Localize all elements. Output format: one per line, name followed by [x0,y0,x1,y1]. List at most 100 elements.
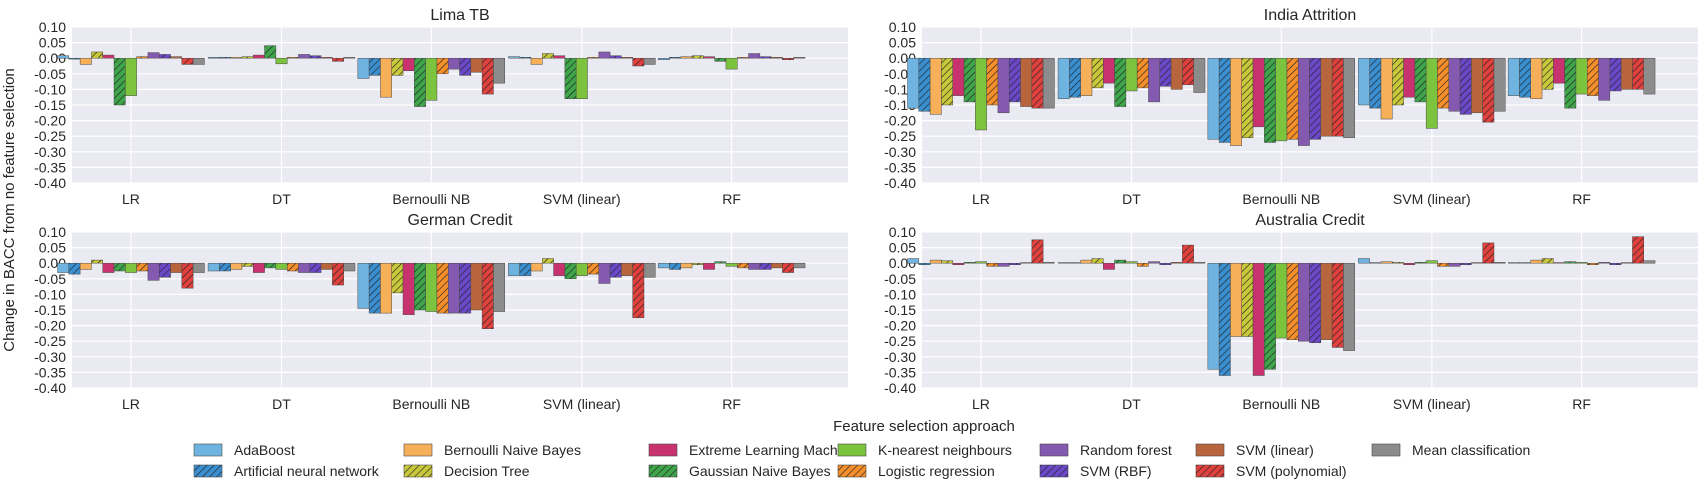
x-tick-label: SVM (linear) [543,396,621,412]
bar-bernoulli-nb-artificial-neural-network-hatch [369,263,381,314]
bar-svm-linear-k-nearest-neighbours [1425,57,1438,129]
legend-item-k-nearest-neighbours: K-nearest neighbours [837,442,1012,458]
bar-rf-adaboost [1507,262,1520,264]
bar-rf-svm-polynomial-hatch [1632,58,1644,90]
legend-swatch [1371,443,1401,457]
bar-bernoulli-nb-svm-rbf-hatch [1309,263,1321,343]
legend-item-svm-polynomial: SVM (polynomial) [1195,463,1346,479]
bar-rf-svm-rbf-hatch [1609,263,1622,265]
legend-item-svm-rbf: SVM (RBF) [1039,463,1152,479]
bar-svm-linear-random-forest [1448,262,1461,267]
bar-dt-svm-linear [1170,262,1183,264]
y-tick-label: -0.35 [884,159,916,175]
bar-bernoulli-nb-svm-polynomial-hatch [482,58,494,95]
bar-rf-svm-rbf-hatch [1609,58,1622,91]
y-tick-label: -0.05 [34,271,66,287]
bar-lr-artificial-neural-network-hatch [918,263,931,265]
bar-bernoulli-nb-svm-polynomial-hatch [482,263,494,329]
panel-title: Australia Credit [1255,212,1365,229]
bar-svm-linear-artificial-neural-network-hatch [1369,58,1381,109]
legend-label: Decision Tree [444,463,530,479]
bar-svm-linear-svm-polynomial-hatch [1482,58,1494,123]
bar-bernoulli-nb-decision-tree-hatch [1241,58,1254,138]
bar-rf-random-forest [748,262,761,270]
bar-bernoulli-nb-gaussian-naive-bayes-hatch [414,58,426,107]
y-tick-label: -0.25 [34,333,66,349]
bar-bernoulli-nb-artificial-neural-network-hatch [1219,263,1231,376]
bar-svm-linear-logistic-regression-hatch [1437,58,1449,109]
bar-svm-linear-mean-classification [1493,57,1506,112]
bar-svm-linear-extreme-learning-machine [553,262,566,276]
bar-dt-svm-linear [1170,57,1183,90]
bar-rf-k-nearest-neighbours [1575,57,1588,95]
legend-label: SVM (polynomial) [1236,463,1346,479]
bar-rf-random-forest [1598,262,1611,264]
bar-bernoulli-nb-adaboost [1207,57,1220,140]
bar-lr-svm-rbf-hatch [1009,58,1021,102]
bar-svm-linear-svm-polynomial-hatch [632,263,644,318]
bar-bernoulli-nb-svm-polynomial-hatch [1332,58,1344,137]
bar-dt-artificial-neural-network-hatch [219,263,231,271]
bar-lr-adaboost [57,262,70,273]
bar-rf-adaboost [657,57,670,61]
bar-dt-random-forest [298,262,311,273]
bar-svm-linear-svm-linear [621,57,633,59]
bar-lr-artificial-neural-network-hatch [68,58,81,60]
bar-svm-linear-gaussian-naive-bayes-hatch [1414,58,1427,102]
bar-bernoulli-nb-gaussian-naive-bayes-hatch [1264,263,1276,370]
bar-svm-linear-bernoulli-naive-bayes [1380,261,1393,264]
y-tick-label: 0.05 [889,35,916,51]
bar-svm-linear-bernoulli-naive-bayes [530,262,543,272]
bar-bernoulli-nb-random-forest [447,262,460,314]
bar-dt-gaussian-naive-bayes-hatch [1114,58,1126,107]
bar-bernoulli-nb-svm-rbf-hatch [459,263,471,314]
bar-lr-k-nearest-neighbours [975,261,987,264]
bar-lr-bernoulli-naive-bayes [929,57,942,115]
bar-svm-linear-svm-rbf-hatch [610,55,622,59]
legend-swatch [403,443,433,457]
bar-bernoulli-nb-logistic-regression-hatch [1286,58,1299,140]
bar-lr-extreme-learning-machine [952,262,965,266]
bar-dt-k-nearest-neighbours [1125,261,1138,264]
bar-lr-random-forest [997,262,1010,267]
legend-item-mean-classification: Mean classification [1371,442,1530,458]
legend-swatch-hatch [649,465,677,477]
bar-lr-logistic-regression-hatch [986,58,998,105]
y-tick-label: -0.15 [34,302,66,318]
bar-dt-random-forest [1148,261,1161,264]
bar-svm-linear-k-nearest-neighbours [1425,260,1438,264]
y-tick-label: -0.30 [34,144,66,160]
bar-lr-adaboost [57,55,70,59]
legend-label: Bernoulli Naive Bayes [444,442,581,458]
bar-lr-random-forest [147,52,160,59]
bar-dt-k-nearest-neighbours [275,262,288,270]
bar-rf-svm-linear [770,57,783,59]
bar-rf-logistic-regression-hatch [1587,58,1599,96]
bar-dt-bernoulli-naive-bayes [1080,259,1093,264]
bar-bernoulli-nb-svm-linear [470,57,483,73]
bar-bernoulli-nb-adaboost [357,57,370,79]
bar-svm-linear-svm-rbf-hatch [1460,58,1472,115]
bar-svm-linear-svm-linear [621,262,633,276]
bar-rf-artificial-neural-network-hatch [1519,58,1531,98]
x-tick-label: RF [1572,191,1591,207]
bar-lr-decision-tree-hatch [91,51,103,59]
legend-swatch-hatch [1196,465,1224,477]
y-tick-label: -0.10 [884,286,916,302]
bar-bernoulli-nb-adaboost [357,262,370,309]
bar-svm-linear-gaussian-naive-bayes-hatch [564,263,577,279]
bar-dt-svm-linear [320,57,333,59]
bar-dt-adaboost [1057,57,1070,100]
bar-bernoulli-nb-extreme-learning-machine [402,262,415,315]
bar-rf-logistic-regression-hatch [737,263,749,268]
legend-label: Gaussian Naive Bayes [689,463,831,479]
bar-bernoulli-nb-artificial-neural-network-hatch [369,58,381,76]
legend-label: Extreme Learning Machine [689,442,857,458]
bar-svm-linear-logistic-regression-hatch [587,263,599,275]
y-tick-label: -0.35 [34,159,66,175]
y-tick-label: 0.10 [39,224,66,240]
bar-svm-linear-k-nearest-neighbours [575,57,588,100]
legend-item-adaboost: AdaBoost [193,442,295,458]
bar-lr-gaussian-naive-bayes-hatch [114,263,126,271]
bar-svm-linear-svm-rbf-hatch [610,263,622,278]
